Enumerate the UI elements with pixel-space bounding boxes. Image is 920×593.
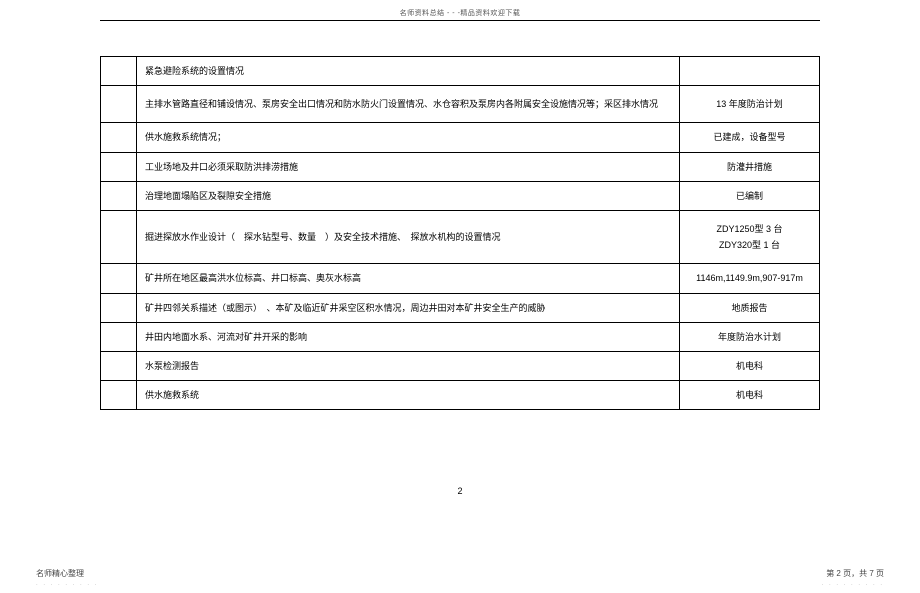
row-right-cell: 已建成，设备型号 [680,123,820,152]
row-index-cell [101,322,137,351]
row-right-cell: ZDY1250型 3 台ZDY320型 1 台 [680,210,820,263]
row-index-cell [101,264,137,293]
row-desc-cell: 井田内地面水系、河流对矿井开采的影响 [136,322,679,351]
row-right-cell: 地质报告 [680,293,820,322]
row-index-cell [101,381,137,410]
page-header: 名师资料总结 - - -精品资料欢迎下载 [0,8,920,18]
table-row: 井田内地面水系、河流对矿井开采的影响年度防治水计划 [101,322,820,351]
row-index-cell [101,181,137,210]
table-row: 水泵检测报告机电科 [101,351,820,380]
row-desc-cell: 矿井所在地区最高洪水位标高、井口标高、奥灰水标高 [136,264,679,293]
table-row: 工业场地及井口必须采取防洪排涝措施防灌井措施 [101,152,820,181]
table-row: 供水施救系统情况；已建成，设备型号 [101,123,820,152]
table-row: 紧急避险系统的设置情况 [101,57,820,86]
row-right-cell: 机电科 [680,351,820,380]
row-desc-cell: 矿井四邻关系描述（或图示） 、本矿及临近矿井采空区积水情况，周边井田对本矿井安全… [136,293,679,322]
row-index-cell [101,293,137,322]
row-desc-cell: 主排水管路直径和铺设情况、泵房安全出口情况和防水防火门设置情况、水仓容积及泵房内… [136,86,679,123]
table-row: 矿井四邻关系描述（或图示） 、本矿及临近矿井采空区积水情况，周边井田对本矿井安全… [101,293,820,322]
row-desc-cell: 供水施救系统情况； [136,123,679,152]
row-right-cell: 防灌井措施 [680,152,820,181]
row-right-cell: 机电科 [680,381,820,410]
table-row: 掘进探放水作业设计（ 探水钻型号、数量 ）及安全技术措施、 探放水机构的设置情况… [101,210,820,263]
table-row: 治理地面塌陷区及裂隙安全措施已编制 [101,181,820,210]
row-desc-cell: 掘进探放水作业设计（ 探水钻型号、数量 ）及安全技术措施、 探放水机构的设置情况 [136,210,679,263]
row-right-cell: 1146m,1149.9m,907-917m [680,264,820,293]
row-desc-cell: 供水施救系统 [136,381,679,410]
row-right-cell: 年度防治水计划 [680,322,820,351]
row-index-cell [101,152,137,181]
page-number: 2 [0,486,920,496]
footer-right: 第 2 页，共 7 页 [826,568,884,579]
footer-right-sub: . . . . . . . . . [822,581,884,587]
row-index-cell [101,57,137,86]
row-right-cell [680,57,820,86]
row-desc-cell: 紧急避险系统的设置情况 [136,57,679,86]
row-right-cell: 已编制 [680,181,820,210]
footer-left-sub: . . . . . . . . . [36,581,98,587]
footer-left: 名师精心整理 [36,568,84,579]
row-desc-cell: 工业场地及井口必须采取防洪排涝措施 [136,152,679,181]
row-index-cell [101,123,137,152]
table-row: 供水施救系统机电科 [101,381,820,410]
row-index-cell [101,210,137,263]
row-right-cell: 13 年度防治计划 [680,86,820,123]
row-index-cell [101,86,137,123]
row-desc-cell: 水泵检测报告 [136,351,679,380]
content-table: 紧急避险系统的设置情况主排水管路直径和铺设情况、泵房安全出口情况和防水防火门设置… [100,56,820,410]
table-row: 主排水管路直径和铺设情况、泵房安全出口情况和防水防火门设置情况、水仓容积及泵房内… [101,86,820,123]
header-rule [100,20,820,21]
table-row: 矿井所在地区最高洪水位标高、井口标高、奥灰水标高1146m,1149.9m,90… [101,264,820,293]
row-desc-cell: 治理地面塌陷区及裂隙安全措施 [136,181,679,210]
row-index-cell [101,351,137,380]
